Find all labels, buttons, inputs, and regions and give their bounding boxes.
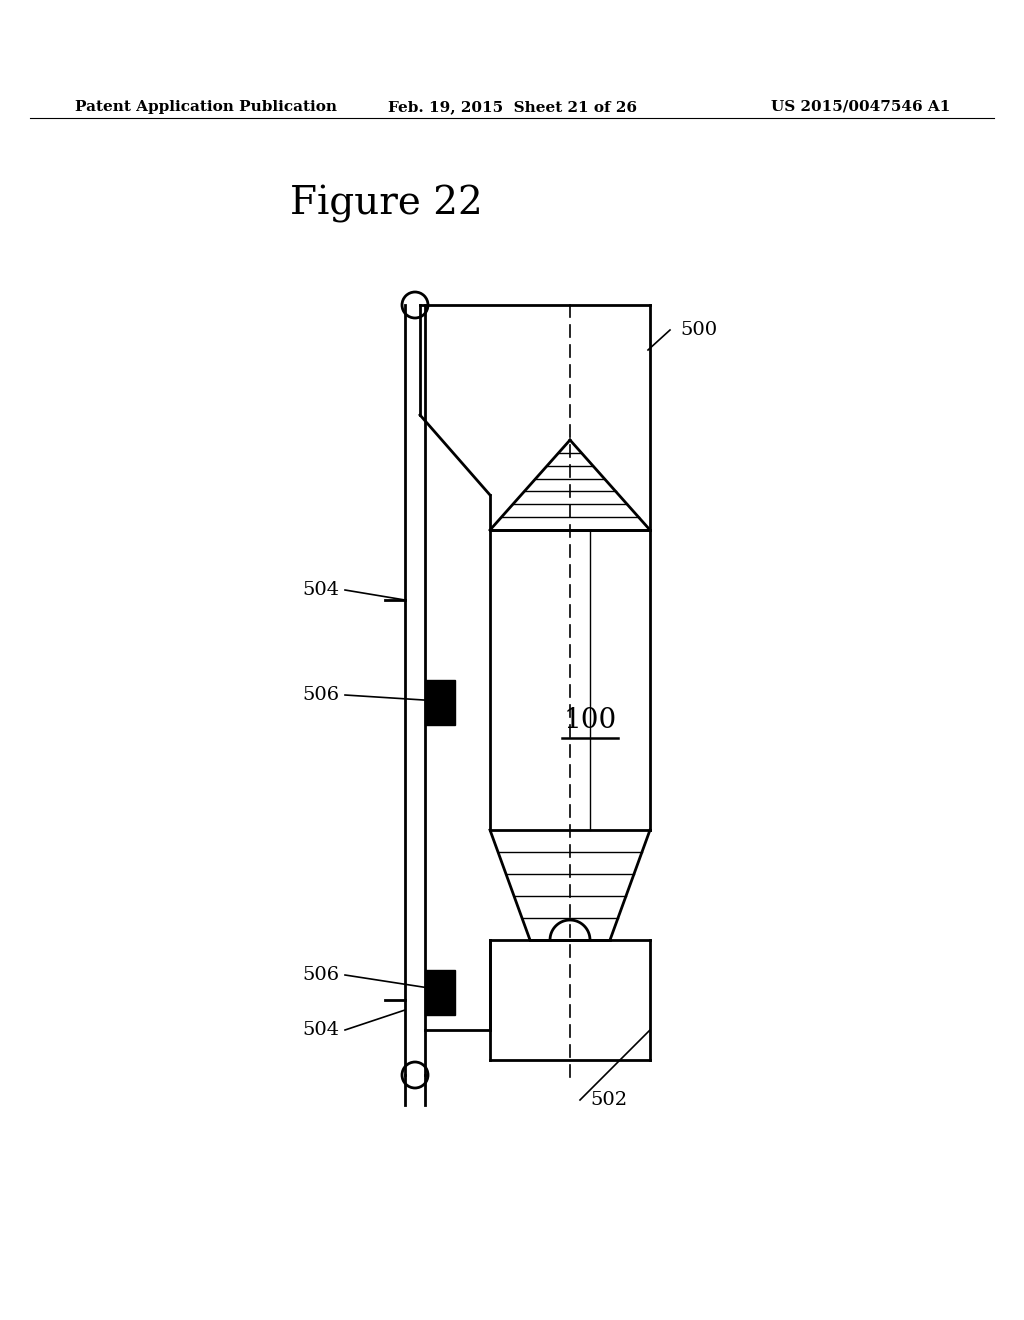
Text: 502: 502 (590, 1092, 627, 1109)
Circle shape (402, 1063, 428, 1088)
Text: 100: 100 (563, 706, 616, 734)
Text: US 2015/0047546 A1: US 2015/0047546 A1 (771, 100, 950, 114)
Text: Figure 22: Figure 22 (290, 185, 482, 223)
Text: Feb. 19, 2015  Sheet 21 of 26: Feb. 19, 2015 Sheet 21 of 26 (387, 100, 637, 114)
Bar (425, 680, 455, 725)
Text: 506: 506 (303, 966, 340, 983)
Bar (425, 970, 455, 1015)
Text: 504: 504 (303, 581, 340, 599)
Text: 506: 506 (303, 686, 340, 704)
Text: 500: 500 (680, 321, 717, 339)
Circle shape (402, 292, 428, 318)
Text: 504: 504 (303, 1020, 340, 1039)
Text: Patent Application Publication: Patent Application Publication (75, 100, 337, 114)
